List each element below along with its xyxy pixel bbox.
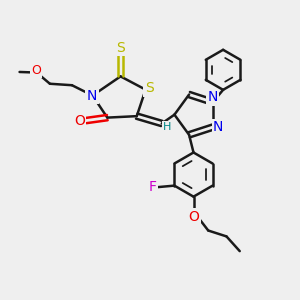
- Text: O: O: [189, 210, 200, 224]
- Text: O: O: [31, 64, 41, 77]
- Text: O: O: [74, 114, 85, 128]
- Text: H: H: [163, 122, 171, 132]
- Text: N: N: [87, 88, 97, 103]
- Text: S: S: [116, 41, 125, 55]
- Text: N: N: [208, 90, 218, 104]
- Text: S: S: [145, 81, 154, 95]
- Text: N: N: [213, 120, 223, 134]
- Text: F: F: [148, 180, 156, 194]
